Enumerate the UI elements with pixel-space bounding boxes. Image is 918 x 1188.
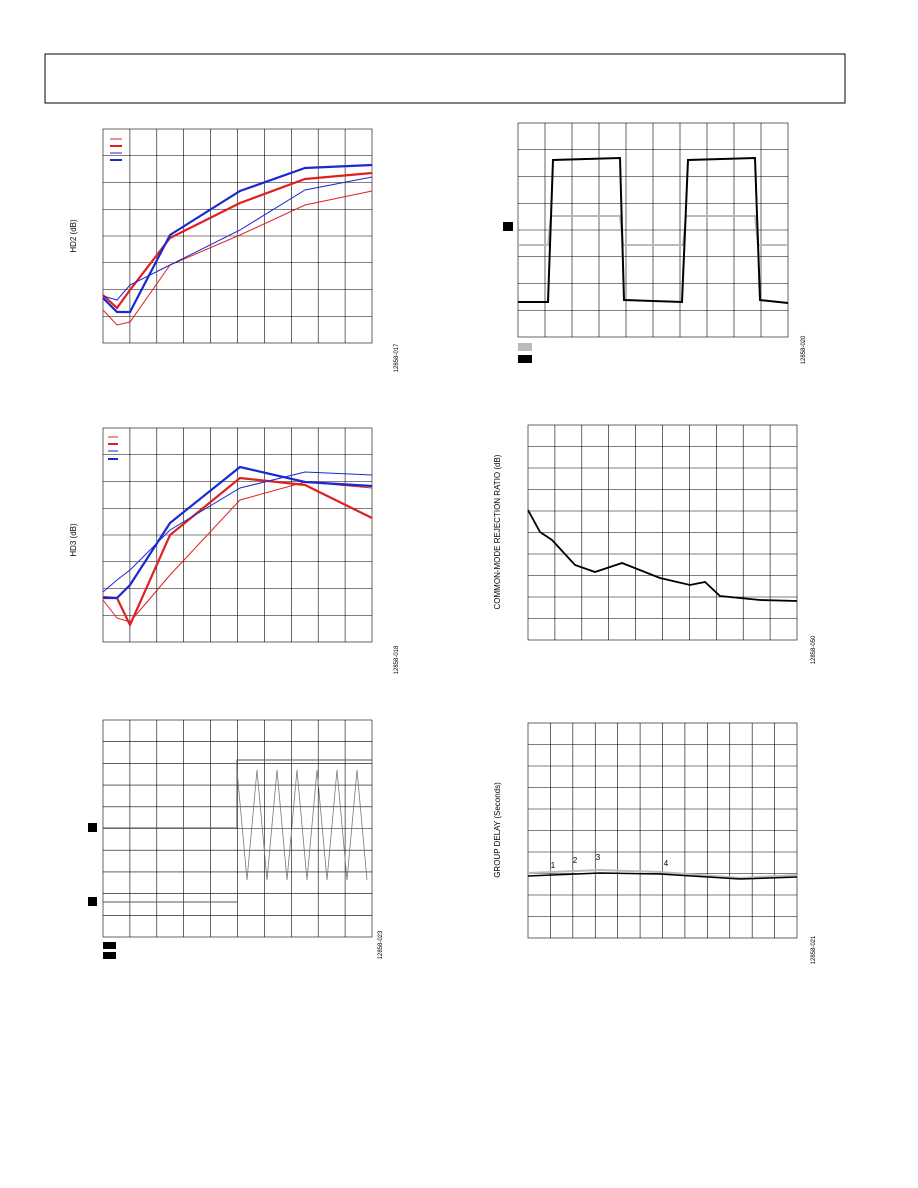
figure-id: 12858-020 xyxy=(801,335,807,364)
marker-label: 1 xyxy=(551,861,556,870)
cmrr-curve xyxy=(527,509,798,602)
figure-id: 12858-018 xyxy=(394,645,400,674)
y-axis-label: GROUP DELAY (Seconds) xyxy=(493,782,502,878)
y-axis-label: COMMON-MODE REJECTION RATIO (dB) xyxy=(493,454,502,609)
y-axis-label: HD3 (dB) xyxy=(69,523,78,557)
figure-id: 12858-017 xyxy=(394,343,400,372)
group-delay-curves xyxy=(527,868,798,880)
scope2-traces xyxy=(503,156,789,363)
scope1-traces xyxy=(88,759,372,959)
marker-label: 4 xyxy=(664,859,669,868)
figure-id: 12858-023 xyxy=(378,930,384,959)
labels: HD2 (dB) 12858-017 HD3 (dB) 12858-018 12858-… xyxy=(69,219,817,964)
hd2-curves xyxy=(102,138,373,326)
y-axis-label: HD2 (dB) xyxy=(69,219,78,253)
header-box xyxy=(44,53,846,104)
marker-label: 2 xyxy=(573,856,578,865)
figure-id: 12858-021 xyxy=(811,935,817,964)
figure-id: 12858-050 xyxy=(811,635,817,664)
marker-label: 3 xyxy=(596,853,601,862)
grids xyxy=(102,122,798,939)
hd3-curves xyxy=(102,436,373,628)
